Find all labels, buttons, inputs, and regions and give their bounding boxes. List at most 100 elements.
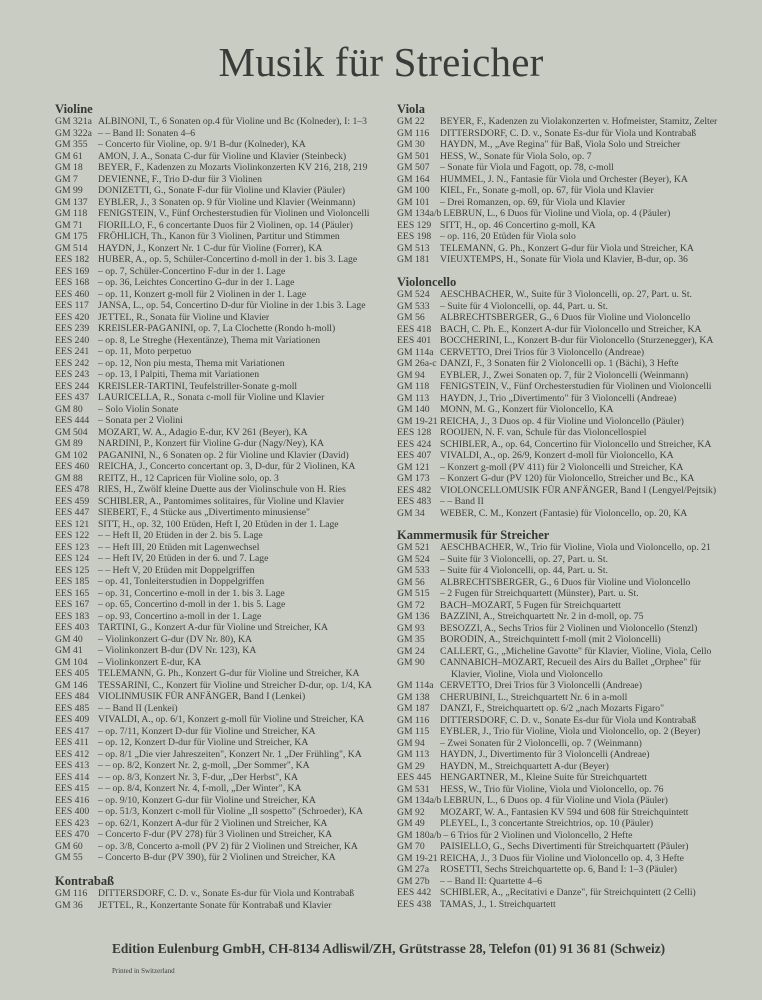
entry-title: SCHIBLER, A., op. 64, Concertino für Vio… (440, 438, 712, 450)
entry-title: SCHIBLER, A., Pantomimes solitaires, für… (98, 495, 344, 507)
catalog-number: GM 180a/b (397, 829, 442, 841)
catalog-number: GM 27b (397, 875, 430, 887)
entry-title: MONN, M. G., Konzert für Violoncello, KA (440, 404, 614, 415)
catalog-number: EES 129 (397, 219, 432, 231)
catalog-number: GM 61 (55, 150, 83, 162)
catalog-number: EES 244 (55, 380, 90, 392)
entry-title: – op. 7, Schüler-Concertino F-dur in der… (98, 265, 286, 277)
catalog-entry: EES 123 – – Heft III, 20 Etüden mit Lagen… (55, 542, 372, 554)
catalog-entry: EES 403 TARTINI, G., Konzert A-dur für Vi… (55, 622, 372, 634)
catalog-number: EES 185 (55, 576, 90, 587)
entry-title: TELEMANN, G. Ph., Konzert G-dur für Viol… (440, 242, 694, 254)
entry-title: BACH–MOZART, 5 Fugen für Streichquartett (440, 599, 621, 611)
entry-title: BESOZZI, A., Sechs Trios für 2 Violinen … (440, 622, 698, 634)
catalog-entry: EES 125 – – Heft V, 20 Etüden mit Doppelg… (55, 565, 372, 577)
entry-title: – op. 31, Concertino e-moll in der 1. bi… (98, 587, 285, 599)
catalog-entry: GM 18 BEYER, F., Kadenzen zu Mozarts Viol… (55, 162, 372, 174)
entry-title: HESS, W., Trio für Violine, Viola und Vi… (440, 783, 664, 795)
entry-title: LEBRUN, L., 6 Duos für Violine und Viola… (443, 208, 671, 219)
catalog-entry: GM 49 PLEYEL, I., 3 concertante Streichtr… (397, 818, 711, 830)
entry-title: SCHIBLER, A., „Recitativi e Danze", für … (440, 887, 696, 898)
entry-title: – op. 65, Concertino d-moll in der 1. bi… (98, 599, 286, 610)
entry-title: HAYDN, M., „Ave Regina" für Baß, Viola S… (440, 139, 681, 150)
catalog-entry: GM 93 BESOZZI, A., Sechs Trios für 2 Viol… (397, 623, 711, 635)
catalog-entry: GM 180a/b – 6 Trios für 2 Violinen und Vi… (397, 830, 711, 842)
catalog-entry: GM 118 FENIGSTEIN, V., Fünf Orchesterstud… (55, 208, 372, 220)
catalog-entry: GM 514 HAYDN, J., Konzert Nr. 1 C-dur für… (55, 243, 372, 255)
entry-title: RIES, H., Zwölf kleine Duette aus der Vi… (98, 484, 346, 495)
catalog-entry: GM 531 HESS, W., Trio für Violine, Viola … (397, 784, 711, 796)
catalog-number: EES 420 (55, 311, 90, 323)
catalog-number: EES 470 (55, 829, 90, 840)
catalog-number: GM 531 (397, 783, 430, 795)
catalog-number: EES 438 (397, 898, 432, 910)
entry-title: – Violinkonzert E-dur, KA (98, 656, 202, 668)
entry-title: – – Band II (Lenkei) (98, 702, 178, 714)
catalog-entry: GM 137 EYBLER, J., 3 Sonaten op. 9 für Vi… (55, 197, 372, 209)
catalog-number: GM 94 (397, 369, 425, 381)
catalog-entry: EES 128 ROOIJEN, N. F. van, Schule für da… (397, 427, 716, 439)
catalog-entry: EES 240 – op. 8, Le Streghe (Hexentänze),… (55, 335, 372, 347)
entry-title: ALBRECHTSBERGER, G., 6 Duos für Violine … (440, 576, 691, 588)
catalog-number: GM 514 (55, 242, 88, 254)
catalog-number: GM 115 (397, 726, 430, 737)
catalog-number: EES 198 (397, 231, 432, 242)
catalog-entry: EES 242 – op. 12, Non piu mesta, Thema mi… (55, 358, 372, 370)
entry-title: CERVETTO, Drei Trios für 3 Violoncelli (… (440, 680, 642, 691)
entry-title: – – Heft V, 20 Etüden mit Doppelgriffen (98, 564, 255, 576)
entry-title: – Sonate für Viola und Fagott, op. 78, c… (440, 162, 614, 173)
catalog-number: EES 123 (55, 541, 90, 553)
entry-title: – – op. 8/4, Konzert Nr. 4, f-moll, „Der… (98, 783, 302, 794)
catalog-number: GM 504 (55, 426, 88, 438)
catalog-entry: EES 442 SCHIBLER, A., „Recitativi e Danze… (397, 887, 711, 899)
entry-title: – – Band II: Quartette 4–6 (440, 875, 542, 887)
entry-title: HAYDN, J., Divertimento für 3 Violoncell… (440, 749, 650, 760)
entry-title: FENIGSTEIN, V., Fünf Orchesterstudien fü… (98, 208, 370, 219)
catalog-entry: EES 239 KREISLER-PAGANINI, op. 7, La Cloc… (55, 323, 372, 335)
catalog-number: EES 401 (397, 335, 432, 346)
catalog-entry: GM 90 CANNABICH–MOZART, Recueil des Airs … (397, 657, 711, 669)
catalog-entry: GM 187 DANZI, F., Streichquartett op. 6/2… (397, 703, 711, 715)
catalog-entry: GM 138 CHERUBINI, L., Streichquartett Nr.… (397, 692, 711, 704)
entry-title: – Suite für 3 Violoncelli, op. 27, Part.… (440, 553, 608, 565)
entry-title: TESSARINI, C., Konzert für Violine und S… (98, 679, 372, 691)
catalog-number: GM 101 (397, 196, 430, 208)
entry-title: – – Heft II, 20 Etüden in der 2. bis 5. … (98, 530, 263, 541)
catalog-number: EES 243 (55, 369, 90, 380)
catalog-entry: EES 244 KREISLER-TARTINI, Teufelstriller-… (55, 381, 372, 393)
section-heading: Violine (55, 102, 93, 116)
catalog-entry: GM 80 – Solo Violin Sonate (55, 404, 372, 416)
page-title: Musik für Streicher (218, 39, 544, 85)
catalog-entry: GM 164 HUMMEL, J. N., Fantasie für Viola … (397, 174, 717, 186)
entry-title: – Solo Violin Sonate (98, 403, 179, 415)
entry-title: VIEUXTEMPS, H., Sonate für Viola und Kla… (440, 254, 688, 265)
entry-title: SITT, H., op. 46 Concertino g-moll, KA (440, 219, 596, 231)
catalog-entry: EES 437 LAURICELLA, R., Sonata c-moll für… (55, 392, 372, 404)
catalog-number: GM 26a-c (397, 358, 437, 369)
catalog-number: GM 114a (397, 346, 434, 358)
catalog-entry: EES 420 JETTEL, R., Sonata für Violine un… (55, 312, 372, 324)
catalog-entry: EES 482 VIOLONCELLOMUSIK FÜR ANFÄNGER, Ba… (397, 485, 716, 497)
catalog-entry: GM 104 – Violinkonzert E-dur, KA (55, 657, 372, 669)
entry-title: VIVALDI, A., op. 6/1, Konzert g-moll für… (98, 714, 365, 725)
catalog-number: GM 70 (397, 841, 425, 852)
catalog-entry: GM 94 – Zwei Sonaten für 2 Violoncelli, o… (397, 738, 711, 750)
entry-title: REICHA, J., 3 Duos op. 4 für Violine und… (440, 415, 684, 427)
catalog-number: EES 418 (397, 323, 432, 335)
catalog-entry: EES 198 – op. 116, 20 Etüden für Viola so… (397, 231, 717, 243)
catalog-entry: GM 56 ALBRECHTSBERGER, G., 6 Duos für Vio… (397, 577, 711, 589)
catalog-number: GM 7 (55, 173, 78, 185)
catalog-entry: EES 414 – – op. 8/3, Konzert Nr. 3, F-dur… (55, 772, 372, 784)
catalog-entry: GM 121 – Konzert g-moll (PV 411) für 2 Vi… (397, 462, 716, 474)
catalog-entry: GM 322a – – Band II: Sonaten 4–6 (55, 128, 372, 140)
entry-title: ROOIJEN, N. F. van, Schule für das Violo… (440, 427, 647, 438)
catalog-number: GM 71 (55, 219, 83, 231)
catalog-entry: EES 122 – – Heft II, 20 Etüden in der 2. … (55, 530, 372, 542)
catalog-number: GM 507 (397, 162, 430, 173)
catalog-number: EES 424 (397, 438, 432, 450)
entry-title: – op. 3/8, Concerto a-moll (PV 2) für 2 … (98, 840, 358, 852)
entry-title: DANZI, F., 3 Sonaten für 2 Violoncelli o… (440, 358, 679, 369)
catalog-entry: GM 7 DEVIENNE, F., Trio D-dur für 3 Violi… (55, 174, 372, 186)
catalog-entry: GM 114a CERVETTO, Drei Trios für 3 Violon… (397, 680, 711, 692)
catalog-number: GM 19-21 (397, 415, 438, 427)
